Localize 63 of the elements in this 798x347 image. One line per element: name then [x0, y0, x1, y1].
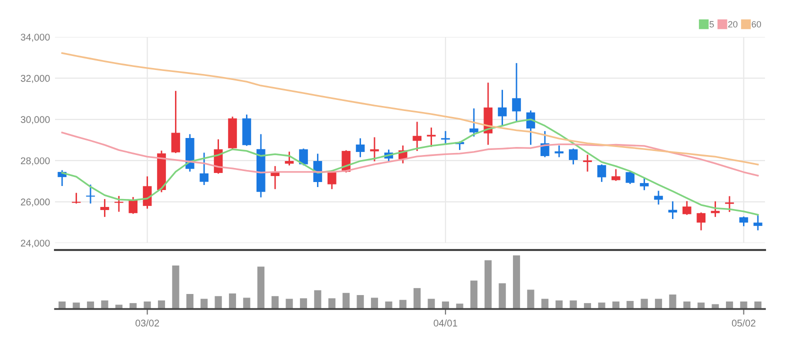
candlestick: [370, 137, 379, 162]
legend-label: 20: [728, 21, 738, 28]
candlestick: [612, 169, 620, 181]
bar: [498, 283, 506, 309]
bar: [512, 255, 520, 309]
candlestick: [412, 122, 422, 151]
bar: [314, 290, 322, 309]
bar: [740, 301, 748, 309]
line-series: [61, 52, 759, 166]
candlestick: [568, 148, 578, 164]
x-tick-label: 05/02: [732, 319, 756, 327]
bar: [385, 301, 392, 309]
candlestick: [114, 196, 124, 212]
candlestick: [583, 154, 592, 172]
y-tick-label: 32,000: [20, 74, 50, 83]
candlestick: [640, 177, 649, 190]
bar: [370, 298, 378, 309]
legend-label: 60: [752, 21, 762, 28]
candlestick: [128, 196, 138, 214]
candlestick: [498, 90, 507, 126]
y-tick-label: 28,000: [20, 157, 50, 166]
y-tick-label: 34,000: [20, 34, 50, 42]
candlestick: [356, 138, 365, 158]
bar: [342, 292, 350, 309]
bar: [356, 295, 364, 309]
candlestick: [597, 164, 606, 182]
candlestick: [654, 190, 663, 205]
bar: [214, 296, 222, 309]
x-tick-label: 03/02: [136, 319, 159, 327]
candlestick: [696, 212, 706, 230]
candlestick: [441, 131, 450, 145]
bar: [272, 296, 279, 309]
bar: [101, 300, 108, 309]
candlestick: [725, 196, 734, 212]
candlestick: [682, 201, 692, 215]
candlestick: [554, 145, 564, 158]
legend-label: 5: [710, 21, 714, 28]
bar: [243, 298, 250, 309]
y-tick-label: 26,000: [20, 198, 50, 207]
x-tick-label: 04/01: [434, 319, 458, 327]
candlestick: [100, 199, 110, 217]
bar: [669, 294, 676, 309]
bar: [414, 288, 421, 309]
candlestick: [72, 192, 81, 204]
bar: [470, 280, 478, 309]
candlestick: [668, 201, 678, 219]
bar: [598, 302, 606, 309]
candlestick: [470, 108, 478, 137]
bar: [484, 260, 492, 309]
candlestick: [200, 152, 208, 185]
candlestick: [754, 214, 762, 230]
candlestick: [171, 90, 180, 154]
bar: [172, 266, 180, 309]
candlestick: [284, 152, 294, 166]
candlestick: [86, 184, 95, 204]
candlestick: [512, 63, 521, 122]
bar: [257, 266, 264, 309]
bar: [228, 293, 236, 309]
bar: [186, 294, 194, 309]
bar: [527, 290, 534, 309]
y-tick-label: 30,000: [20, 116, 50, 124]
y-tick-label: 24,000: [20, 240, 50, 248]
candlestick: [299, 148, 308, 166]
